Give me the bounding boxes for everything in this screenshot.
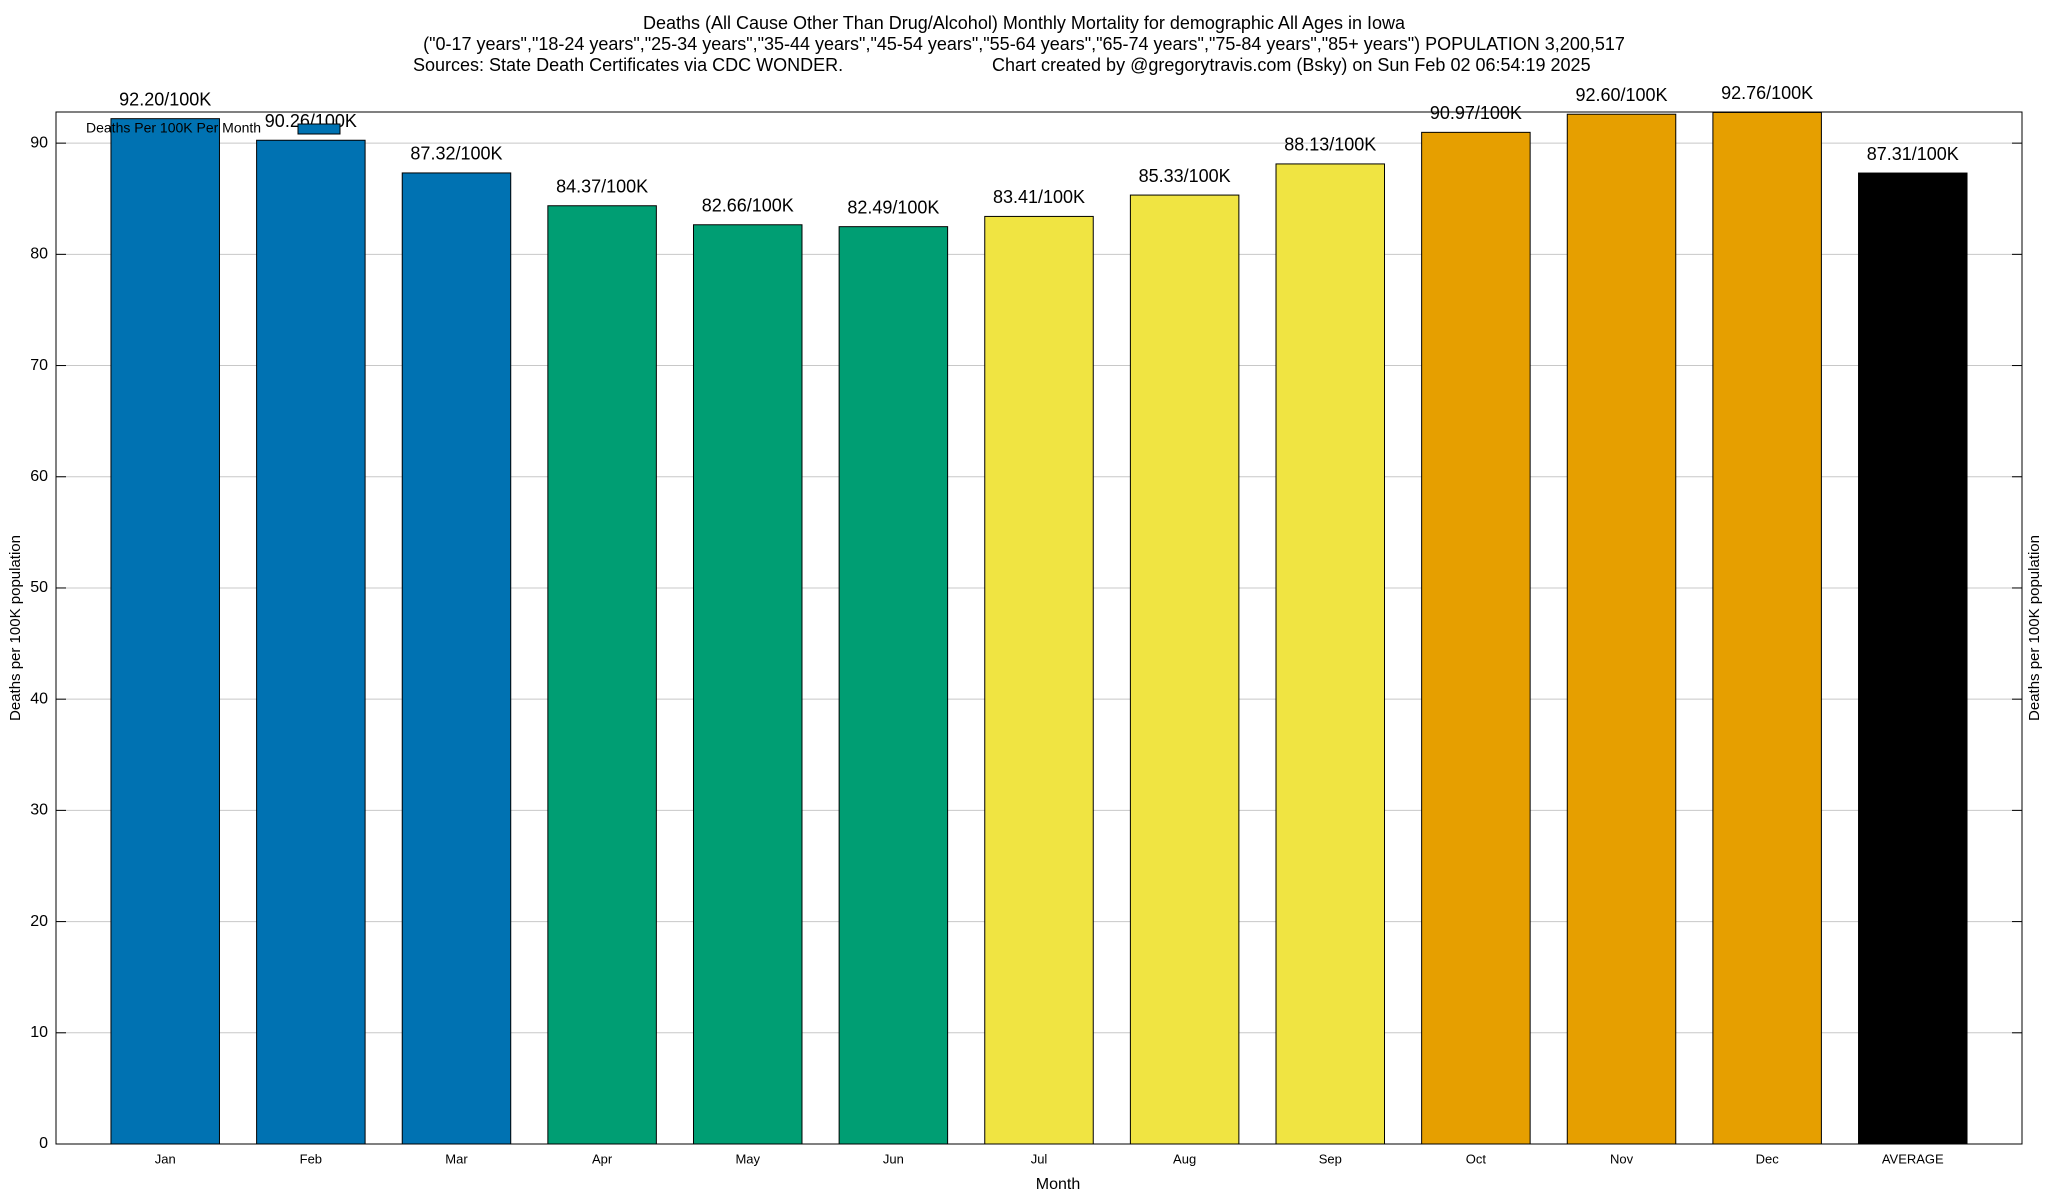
bar	[547, 205, 657, 1145]
value-label: 88.13/100K	[1284, 135, 1376, 155]
value-label: 82.66/100K	[702, 196, 794, 216]
y-tick-label: 80	[30, 246, 48, 263]
credit-note: Chart created by @gregorytravis.com (Bsk…	[992, 55, 1591, 75]
plot-frame	[55, 111, 2023, 1145]
x-tick-label: AVERAGE	[1882, 1151, 1944, 1166]
x-tick-label: Jan	[155, 1151, 176, 1166]
bar	[692, 224, 803, 1145]
bar	[1566, 113, 1677, 1145]
value-label: 84.37/100K	[556, 176, 648, 196]
y-tick-label: 30	[30, 802, 48, 819]
source-note: Sources: State Death Certificates via CD…	[413, 55, 843, 75]
bar	[401, 172, 512, 1145]
bar	[838, 226, 949, 1145]
y-tick-label: 60	[30, 468, 48, 485]
value-label: 82.49/100K	[847, 197, 939, 217]
x-tick-label: Jun	[883, 1151, 904, 1166]
y-tick-label: 50	[30, 579, 48, 596]
bar	[1275, 163, 1386, 1145]
bar	[1421, 131, 1531, 1145]
value-label: 83.41/100K	[993, 187, 1085, 207]
x-tick-label: Sep	[1319, 1151, 1342, 1166]
value-label: 92.20/100K	[119, 89, 211, 109]
y-tick-label: 40	[30, 690, 48, 707]
y-tick-label: 10	[30, 1024, 48, 1041]
y-tick-label: 90	[30, 134, 48, 151]
value-label: 90.97/100K	[1430, 103, 1522, 123]
y-tick-label: 0	[39, 1135, 48, 1152]
bar	[256, 139, 366, 1145]
x-tick-label: Feb	[300, 1151, 322, 1166]
bar	[984, 215, 1094, 1145]
y-tick-label: 70	[30, 357, 48, 374]
y-tick-label: 20	[30, 913, 48, 930]
x-tick-label: Aug	[1173, 1151, 1196, 1166]
value-label: 87.31/100K	[1867, 144, 1959, 164]
chart-title: Deaths (All Cause Other Than Drug/Alcoho…	[643, 13, 1406, 33]
chart-subtitle: ("0-17 years","18-24 years","25-34 years…	[423, 34, 1625, 54]
bar	[1129, 194, 1240, 1145]
value-label: 92.60/100K	[1575, 85, 1667, 105]
bar	[1858, 172, 1968, 1145]
value-label: 85.33/100K	[1139, 166, 1231, 186]
y-axis-label: Deaths per 100K population	[7, 535, 24, 721]
x-tick-label: Jul	[1031, 1151, 1048, 1166]
bar	[1712, 111, 1822, 1145]
x-axis-label: Month	[1036, 1176, 1080, 1193]
x-tick-label: Nov	[1610, 1151, 1634, 1166]
legend-swatch	[297, 123, 341, 135]
legend-label: Deaths Per 100K Per Month	[86, 120, 261, 136]
value-label: 92.76/100K	[1721, 83, 1813, 103]
x-tick-label: May	[735, 1151, 760, 1166]
y2-axis-label: Deaths per 100K population	[2026, 535, 2043, 721]
x-tick-label: Apr	[592, 1151, 613, 1166]
x-tick-label: Dec	[1756, 1151, 1780, 1166]
bar	[110, 118, 220, 1145]
x-tick-label: Oct	[1466, 1151, 1487, 1166]
x-tick-label: Mar	[445, 1151, 468, 1166]
value-label: 87.32/100K	[410, 144, 502, 164]
